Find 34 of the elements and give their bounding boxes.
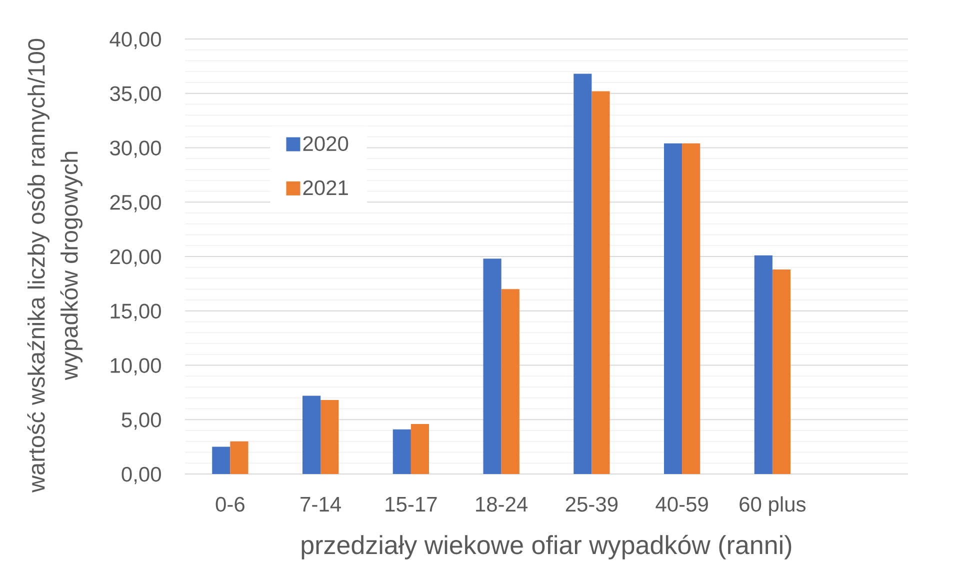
x-tick-label: 18-24 [476, 496, 528, 512]
bar [664, 143, 682, 474]
x-tick-label: 25-39 [566, 496, 618, 512]
y-tick-label: 10,00 [110, 358, 161, 376]
y-tick-label: 30,00 [110, 140, 161, 158]
x-tick-label: 40-59 [656, 496, 708, 512]
y-tick-label: 40,00 [110, 32, 161, 50]
bar [772, 270, 791, 474]
bar [410, 424, 430, 474]
legend-label: 2020 [303, 136, 348, 152]
y-tick-label: 35,00 [110, 86, 161, 104]
bar [212, 446, 230, 474]
bar [320, 400, 339, 474]
bar [592, 91, 610, 474]
y-tick-label: 0,00 [122, 466, 161, 484]
bar [682, 143, 700, 474]
bar [754, 255, 772, 474]
legend-label: 2021 [303, 180, 348, 196]
y-tick-label: 20,00 [110, 249, 161, 267]
bar [501, 289, 520, 474]
bar [483, 258, 502, 474]
x-tick-label: 0-6 [216, 496, 244, 512]
bar [574, 74, 592, 474]
bar [392, 429, 411, 474]
y-tick-label: 25,00 [110, 194, 161, 212]
x-tick-label: 15-17 [386, 497, 437, 512]
y-axis-title: wartość wskaźnika liczby osób rannych/100 wypadków drogowych [27, 38, 82, 492]
y-tick-label: 15,00 [110, 304, 161, 322]
x-tick-label: 60 plus [740, 496, 806, 516]
x-axis-title: przedziały wiekowe ofiar wypadków (ranni) [302, 534, 792, 560]
bar [302, 396, 321, 474]
bar [230, 441, 248, 474]
y-tick-label: 5,00 [122, 412, 161, 430]
x-tick-label: 7-14 [300, 497, 341, 512]
